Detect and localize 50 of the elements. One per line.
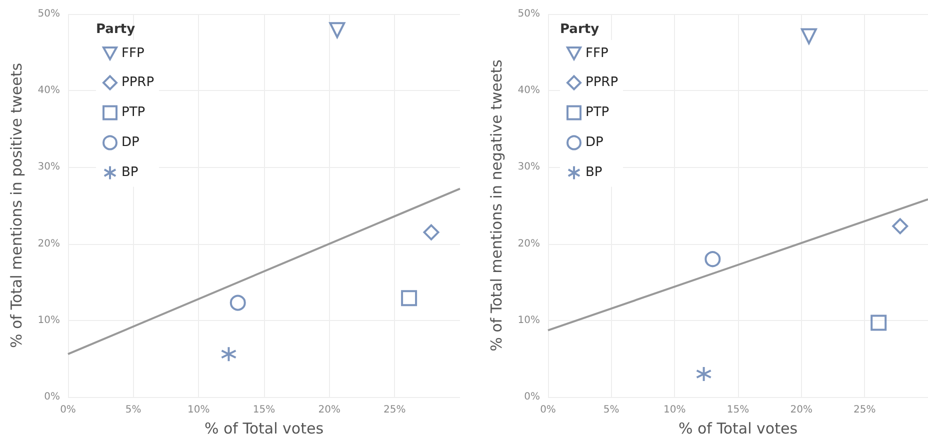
x-tick-label: 15% — [726, 404, 750, 416]
y-tick-label: 30% — [38, 162, 60, 173]
legend-label: FFP — [586, 46, 608, 61]
legend-label: FFP — [122, 46, 144, 61]
y-tick-label: 10% — [38, 314, 60, 326]
point — [892, 218, 908, 234]
y-axis-title: % of Total mentions in positive tweets — [8, 62, 26, 348]
x-tick-label: 20% — [790, 404, 812, 416]
y-tick-label: 20% — [518, 238, 540, 250]
point — [423, 224, 440, 240]
point — [704, 251, 721, 268]
y-tick-label: 50% — [518, 8, 540, 20]
x-tick-label: 10% — [664, 404, 686, 416]
y-tick-label: 50% — [38, 8, 60, 20]
y-tick-label: 30% — [518, 162, 540, 173]
legend-label: DP — [586, 135, 604, 150]
y-tick-label: 10% — [518, 314, 540, 326]
legend-label: BP — [122, 165, 138, 180]
y-tick-label: 40% — [38, 85, 60, 96]
x-tick-label: 10% — [188, 404, 210, 416]
legend-title: Party — [560, 22, 600, 37]
x-axis-title: % of Total votes — [678, 420, 798, 438]
y-tick-label: 20% — [38, 238, 60, 250]
point — [401, 290, 418, 306]
x-tick-label: 5% — [125, 404, 142, 416]
point — [329, 22, 346, 38]
x-tick-label: 15% — [252, 404, 276, 416]
y-axis-title: % of Total mentions in negative tweets — [488, 59, 506, 352]
x-tick-label: 0% — [60, 404, 76, 416]
x-tick-label: 25% — [854, 404, 876, 416]
y-tick-label: 0% — [524, 392, 540, 402]
legend-title: Party — [96, 22, 136, 37]
point — [230, 294, 246, 311]
point — [870, 314, 887, 331]
legend-label: PPRP — [122, 75, 154, 90]
y-tick-label: 40% — [518, 85, 540, 96]
point — [696, 366, 712, 382]
point — [220, 346, 237, 362]
legend-label: PTP — [586, 105, 610, 120]
x-tick-label: 5% — [603, 404, 620, 416]
point — [800, 28, 817, 44]
legend-label: PPRP — [586, 75, 618, 90]
x-tick-label: 0% — [540, 404, 556, 416]
legend-label: PTP — [122, 105, 146, 120]
legend-label: DP — [122, 135, 140, 150]
y-tick-label: 0% — [44, 392, 60, 402]
x-tick-label: 25% — [384, 404, 406, 416]
x-axis-title: % of Total votes — [204, 420, 324, 438]
x-tick-label: 20% — [318, 404, 340, 416]
legend-label: BP — [586, 165, 602, 180]
